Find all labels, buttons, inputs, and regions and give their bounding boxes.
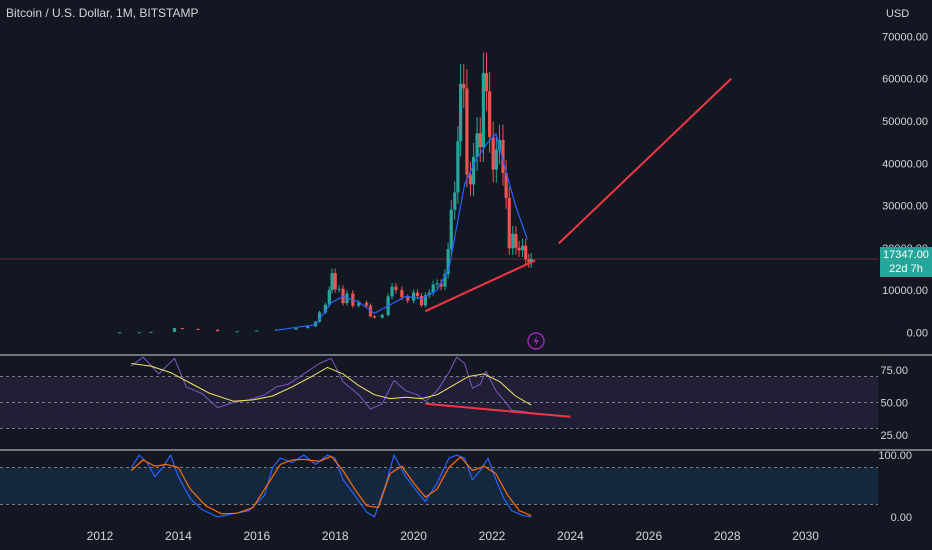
candle-body — [481, 73, 485, 148]
chart-title: Bitcoin / U.S. Dollar, 1M, BITSTAMP — [6, 6, 199, 20]
candle-body — [511, 233, 515, 249]
stoch-tick-label: 0.00 — [891, 512, 912, 524]
candle-body — [494, 149, 498, 170]
rsi-line — [131, 356, 532, 414]
candle-body — [172, 328, 177, 332]
candle-body — [449, 209, 453, 250]
candle-body — [453, 192, 457, 210]
candle-body — [364, 302, 369, 306]
candle-body — [468, 174, 473, 185]
candle-body — [327, 290, 331, 305]
candle-body — [504, 172, 508, 198]
x-tick-label: 2012 — [87, 529, 114, 543]
candle-body — [337, 288, 341, 290]
candle-body — [294, 328, 298, 330]
x-tick-label: 2018 — [322, 529, 349, 543]
x-tick-label: 2020 — [400, 529, 427, 543]
currency-label: USD — [886, 8, 910, 20]
y-tick-label: 70000.00 — [882, 31, 928, 43]
candle-body — [471, 156, 476, 185]
candle-body — [478, 133, 482, 148]
stoch-d-line — [130, 455, 532, 517]
candle-body — [507, 197, 511, 249]
candle-body — [517, 247, 521, 251]
candle-countdown: 22d 7h — [889, 263, 923, 275]
lightning-icon-bolt — [533, 335, 539, 347]
candle-body — [514, 233, 518, 248]
candle-body — [196, 328, 200, 330]
candle-body — [372, 316, 376, 318]
candle-body — [419, 295, 424, 306]
candle-body — [491, 137, 495, 170]
candle-body — [380, 314, 384, 318]
x-tick-label: 2014 — [165, 529, 192, 543]
candle-body — [216, 329, 220, 332]
x-tick-label: 2016 — [243, 529, 270, 543]
candle-body — [459, 83, 463, 142]
candle-body — [529, 259, 533, 263]
candle-body — [306, 326, 310, 329]
candle-body — [137, 332, 141, 334]
rsi-ma-line — [131, 363, 532, 406]
rsi-trendline — [425, 402, 571, 418]
candle-body — [435, 283, 439, 285]
candle-body — [484, 73, 489, 92]
rsi-tick-label: 50.00 — [880, 398, 908, 410]
candle-body — [323, 304, 327, 313]
current-price-tag: 17347.00 22d 7h — [880, 247, 932, 277]
candle-body — [456, 141, 460, 193]
candle-body — [462, 83, 466, 89]
x-tick-label: 2028 — [714, 529, 741, 543]
candle-body — [527, 259, 531, 263]
candle-body — [357, 302, 361, 306]
candle-body — [390, 286, 394, 297]
candle-body — [317, 312, 322, 322]
x-tick-label: 2026 — [635, 529, 662, 543]
candle-body — [330, 273, 334, 291]
x-tick-label: 2030 — [792, 529, 819, 543]
candle-body — [465, 88, 469, 175]
rsi-tick-label: 75.00 — [880, 365, 908, 377]
candle-body — [415, 292, 420, 296]
candle-body — [446, 249, 450, 274]
candle-body — [431, 284, 435, 293]
moving-average-line — [276, 133, 528, 331]
candle-body — [180, 328, 184, 330]
stoch-k-line — [130, 454, 532, 518]
lightning-icon — [527, 332, 545, 350]
y-tick-label: 0.00 — [907, 327, 928, 339]
candle-body — [423, 295, 427, 306]
candle-body — [524, 245, 528, 260]
current-price-value: 17347.00 — [883, 249, 929, 261]
y-tick-label: 50000.00 — [882, 116, 928, 128]
x-tick-label: 2024 — [557, 529, 584, 543]
y-tick-label: 40000.00 — [882, 158, 928, 170]
candle-body — [443, 273, 447, 287]
candle-body — [520, 245, 525, 251]
trendline — [424, 259, 536, 313]
candle-body — [501, 140, 505, 173]
y-tick-label: 30000.00 — [882, 201, 928, 213]
rsi-tick-label: 25.00 — [880, 430, 908, 442]
trendline — [557, 77, 732, 245]
candle-body — [406, 297, 410, 301]
candle-body — [255, 330, 259, 332]
candle-body — [400, 290, 404, 298]
candle-body — [488, 91, 492, 138]
candle-body — [475, 133, 479, 157]
y-tick-label: 10000.00 — [882, 285, 928, 297]
stoch-tick-label: 100.00 — [878, 450, 912, 462]
candle-body — [394, 286, 398, 291]
candle-body — [439, 283, 443, 287]
candle-body — [149, 331, 153, 333]
candle-body — [333, 273, 337, 290]
candle-body — [412, 292, 416, 301]
candle-body — [235, 331, 239, 333]
candle-body — [118, 332, 122, 334]
x-tick-label: 2022 — [479, 529, 506, 543]
y-tick-label: 60000.00 — [882, 74, 928, 86]
